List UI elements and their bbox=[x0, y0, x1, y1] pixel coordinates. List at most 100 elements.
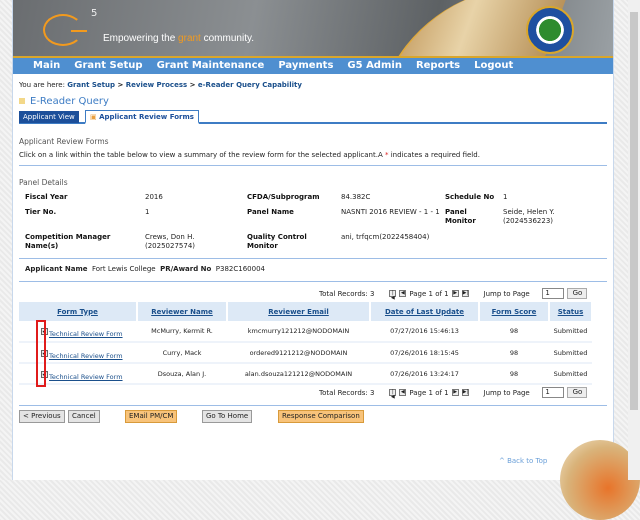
prev-page-icon[interactable]: ◀ bbox=[399, 389, 407, 396]
page-title: E-Reader Query bbox=[19, 96, 109, 107]
reviewer-name-cell: McMurry, Kermit R. bbox=[137, 321, 227, 343]
first-page-icon[interactable]: |◀ bbox=[389, 389, 397, 400]
tagline-pre: Empowering the bbox=[103, 33, 179, 44]
tagline-accent: grant bbox=[178, 33, 201, 44]
breadcrumb-current[interactable]: e-Reader Query Capability bbox=[197, 81, 302, 89]
next-page-icon[interactable]: ▶ bbox=[451, 290, 459, 297]
required-text: indicates a required field. bbox=[388, 151, 480, 159]
page: 5 Empowering the grant community. Main G… bbox=[12, 0, 614, 480]
schedule-label: Schedule No bbox=[445, 193, 495, 201]
last-page-icon[interactable]: ▶| bbox=[461, 389, 469, 396]
previous-button[interactable]: < Previous bbox=[19, 410, 65, 423]
fiscal-year-value: 2016 bbox=[145, 193, 163, 201]
panel-monitor-label: Panel Monitor bbox=[445, 208, 476, 225]
nav-main[interactable]: Main bbox=[33, 60, 61, 71]
nav-grant-maintenance[interactable]: Grant Maintenance bbox=[156, 60, 265, 71]
required-mark: * bbox=[384, 151, 389, 159]
form-link[interactable]: Technical Review Form bbox=[49, 330, 123, 338]
header-form-type[interactable]: Form Type bbox=[19, 302, 138, 321]
review-forms-table: Form Type Reviewer Name Reviewer Email D… bbox=[19, 302, 593, 385]
header-status[interactable]: Status bbox=[549, 302, 593, 321]
breadcrumb-review-process[interactable]: Review Process bbox=[125, 81, 188, 89]
tab-label: Applicant Review Forms bbox=[99, 113, 194, 121]
tier-label: Tier No. bbox=[25, 208, 57, 216]
logo-superscript: 5 bbox=[91, 8, 98, 19]
breadcrumb-sep: > bbox=[187, 81, 198, 89]
last-page-icon[interactable]: ▶| bbox=[461, 290, 469, 297]
g5-logo-bar bbox=[71, 30, 87, 32]
go-button[interactable]: Go bbox=[567, 288, 588, 299]
breadcrumb-sep: > bbox=[115, 81, 126, 89]
tab-applicant-view[interactable]: Applicant View bbox=[19, 111, 79, 123]
scrollbar[interactable] bbox=[628, 0, 640, 480]
date-cell: 07/26/2016 13:24:17 bbox=[370, 363, 479, 385]
jump-page-input[interactable]: 1 bbox=[542, 288, 565, 299]
nav-grant-setup[interactable]: Grant Setup bbox=[74, 60, 143, 71]
go-button[interactable]: Go bbox=[567, 387, 588, 398]
breadcrumb-grant-setup[interactable]: Grant Setup bbox=[67, 81, 116, 89]
nav-payments[interactable]: Payments bbox=[278, 60, 334, 71]
divider bbox=[19, 405, 607, 406]
date-cell: 07/27/2016 15:46:13 bbox=[370, 321, 479, 343]
award-label: PR/Award No bbox=[160, 265, 212, 273]
form-link[interactable]: Technical Review Form bbox=[49, 351, 123, 360]
instructions: Click on a link within the table below t… bbox=[19, 151, 480, 159]
first-page-icon[interactable]: |◀ bbox=[389, 290, 397, 301]
competition-manager-label: Competition Manager Name(s) bbox=[25, 233, 111, 250]
table-row: ✔ Technical Review Form McMurry, Kermit R… bbox=[19, 321, 592, 343]
tab-applicant-review-forms[interactable]: ▣ Applicant Review Forms bbox=[85, 110, 199, 124]
date-cell: 07/26/2016 18:15:45 bbox=[370, 342, 479, 364]
prev-page-icon[interactable]: ◀ bbox=[399, 290, 407, 297]
status-cell: Submitted bbox=[549, 363, 592, 385]
go-to-home-button[interactable]: Go To Home bbox=[202, 410, 253, 423]
divider bbox=[19, 281, 607, 282]
reviewer-email-cell: alan.dsouza121212@NODOMAIN bbox=[227, 363, 370, 385]
email-pm-cm-button[interactable]: EMail PM/CM bbox=[125, 410, 178, 423]
header-reviewer-email[interactable]: Reviewer Email bbox=[227, 302, 371, 321]
next-page-icon[interactable]: ▶ bbox=[451, 389, 459, 396]
tab-icon: ▣ bbox=[90, 113, 100, 121]
status-cell: Submitted bbox=[549, 321, 592, 343]
applicant-info: Applicant Name Fort Lewis College PR/Awa… bbox=[25, 265, 265, 274]
page-icon bbox=[19, 98, 25, 104]
cfda-value: 84.382C bbox=[341, 193, 371, 201]
jump-page-input[interactable]: 1 bbox=[542, 387, 565, 398]
pager-bottom: Total Records: 3 |◀ ◀ Page 1 of 1 ▶ ▶| Jum… bbox=[319, 387, 588, 400]
total-records: Total Records: 3 bbox=[319, 388, 375, 397]
score-cell: 98 bbox=[479, 321, 549, 343]
g5-logo bbox=[43, 14, 83, 46]
tier-value: 1 bbox=[145, 208, 150, 216]
award-number: P382C160004 bbox=[215, 265, 265, 273]
cancel-button[interactable]: Cancel bbox=[68, 410, 100, 423]
nav-logout[interactable]: Logout bbox=[474, 60, 514, 71]
header-form-score[interactable]: Form Score bbox=[479, 302, 550, 321]
back-to-top-link[interactable]: ^ Back to Top bbox=[499, 457, 548, 465]
qc-monitor-label: Quality Control Monitor bbox=[247, 233, 307, 250]
pager-top: Total Records: 3 |◀ ◀ Page 1 of 1 ▶ ▶| Jum… bbox=[319, 288, 588, 301]
header-reviewer-name[interactable]: Reviewer Name bbox=[137, 302, 228, 321]
form-link[interactable]: Technical Review Form bbox=[49, 372, 123, 381]
tab-bar: Applicant View ▣ Applicant Review Forms bbox=[19, 110, 607, 124]
nav-g5-admin[interactable]: G5 Admin bbox=[347, 60, 402, 71]
breadcrumb-prefix: You are here: bbox=[19, 81, 65, 89]
cfda-label: CFDA/Subprogram bbox=[247, 193, 320, 201]
total-records: Total Records: 3 bbox=[319, 289, 375, 298]
divider bbox=[19, 165, 607, 166]
applicant-name: Fort Lewis College bbox=[91, 265, 156, 273]
table-row: ✔ Technical Review Form Dsouza, Alan J. a… bbox=[19, 363, 592, 385]
response-comparison-button[interactable]: Response Comparison bbox=[278, 410, 364, 423]
reviewer-email-cell: ordered9121212@NODOMAIN bbox=[227, 342, 370, 364]
nav-reports[interactable]: Reports bbox=[415, 60, 461, 71]
score-cell: 98 bbox=[479, 363, 549, 385]
status-cell: Submitted bbox=[549, 342, 592, 364]
main-nav: Main Grant Setup Grant Maintenance Payme… bbox=[13, 58, 613, 74]
tagline: Empowering the grant community. bbox=[103, 33, 254, 44]
scrollbar-thumb[interactable] bbox=[630, 12, 638, 410]
breadcrumb: You are here: Grant Setup > Review Proce… bbox=[19, 81, 302, 89]
schedule-value: 1 bbox=[503, 193, 508, 201]
panel-name-label: Panel Name bbox=[247, 208, 294, 216]
header-date[interactable]: Date of Last Update bbox=[370, 302, 480, 321]
page-indicator: Page 1 of 1 bbox=[409, 388, 449, 397]
reviewer-name-cell: Curry, Mack bbox=[137, 342, 227, 364]
panel-monitor-value: Seide, Helen Y. (2024536223) bbox=[503, 208, 555, 225]
